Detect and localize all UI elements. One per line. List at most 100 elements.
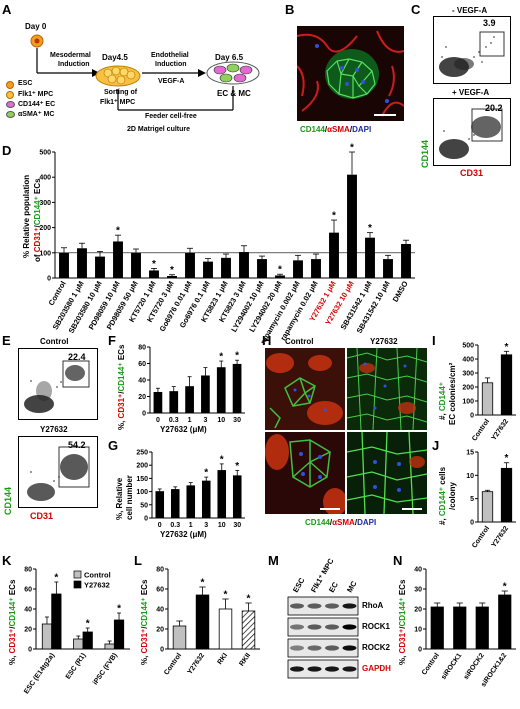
- caption-cd144: CD144: [305, 518, 330, 527]
- y-tick-label: 80: [156, 567, 164, 574]
- x-tick-label: Control: [471, 525, 491, 549]
- bar: [257, 259, 267, 278]
- y-tick-label: 40: [414, 567, 422, 574]
- significance-star: *: [503, 582, 507, 593]
- blot-row-label: GAPDH: [362, 664, 391, 673]
- bar: [498, 594, 512, 650]
- bar: [155, 491, 165, 519]
- x-tick-label: 30: [233, 522, 241, 529]
- panel-h-caption: CD144/αSMA/DAPI: [305, 518, 376, 527]
- y-tick-label: 0: [144, 516, 148, 523]
- panel-label-a: A: [2, 2, 12, 17]
- x-tick-label: siROCK1: [440, 652, 463, 681]
- bar: [430, 606, 444, 650]
- x-tick-label: Y27632: [491, 418, 511, 442]
- caption-slash: /: [329, 518, 333, 527]
- blot-strip: [287, 659, 359, 679]
- bar: [500, 467, 513, 523]
- panel-i-bar-chart: 0 100 200 300 400 500 Control * Y27632: [462, 342, 516, 443]
- panel-e-treated-label: Y27632: [40, 425, 68, 434]
- panel-g-bar-chart: 0 50 100 150 200 250 0 0.3 1 * 3 * 10 * 30: [136, 450, 245, 529]
- bar: [170, 489, 180, 519]
- bar: [113, 619, 125, 650]
- bar: [275, 275, 285, 278]
- y-tick-label: 40: [138, 378, 146, 385]
- blot-band: [325, 666, 339, 672]
- facs-plot-plus-vegfa: [433, 98, 511, 166]
- y-tick-label: 0: [142, 411, 146, 418]
- blot-band: [290, 666, 304, 672]
- y-tick-label: 0: [160, 647, 164, 654]
- sorting-label-1: Sorting of: [104, 89, 138, 96]
- y-tick-label: 300: [39, 200, 51, 207]
- bar: [383, 259, 393, 278]
- significance-star: *: [224, 590, 228, 601]
- panel-label-j: J: [432, 438, 440, 453]
- bar: [201, 375, 210, 414]
- y-tick-label: 100: [39, 250, 51, 257]
- bar: [51, 593, 62, 650]
- y-tick-label: 0: [47, 276, 51, 283]
- bar: [195, 594, 210, 650]
- y-tick-label: 100: [462, 399, 474, 406]
- bar: [216, 367, 226, 414]
- panel-b-caption: CD144/αSMA/DAPI: [300, 125, 371, 134]
- panel-g-ylabel-1: %, Relative: [115, 477, 124, 520]
- x-tick-label: Control: [421, 652, 441, 676]
- gate-value-control: 22.4: [68, 352, 86, 362]
- x-tick-label: 10: [218, 522, 226, 529]
- legend-mc: αSMA⁺ MC: [18, 111, 55, 118]
- blot-column-label: ESC: [291, 576, 307, 594]
- significance-star: *: [247, 594, 251, 605]
- panel-label-l: L: [134, 553, 142, 568]
- bar: [82, 631, 93, 650]
- legend-esc: ESC: [18, 80, 33, 87]
- significance-star: *: [201, 578, 205, 589]
- blot-strip: [287, 596, 359, 616]
- legend-label: Control: [84, 571, 111, 580]
- panel-b-micrograph: [297, 26, 404, 121]
- y-tick-label: 50: [140, 502, 148, 509]
- gate-value-minus-vegfa: 3.9: [483, 18, 496, 28]
- panel-label-g: G: [108, 438, 119, 453]
- blot-strip: [287, 638, 359, 658]
- y-tick-label: 500: [39, 150, 51, 157]
- sorting-label-2: Flk1⁺ MPC: [100, 99, 136, 106]
- panel-label-h: H: [262, 333, 272, 348]
- blot-band: [307, 666, 322, 672]
- ec-legend-icon: [6, 101, 15, 108]
- f-ylabel-cd31: CD31⁺: [117, 393, 126, 419]
- significance-star: *: [350, 143, 354, 154]
- significance-star: *: [278, 265, 282, 276]
- bar: [401, 243, 411, 278]
- bar: [185, 252, 195, 278]
- x-tick-label: 0.3: [169, 417, 179, 424]
- facs-plot-y27632: [18, 436, 98, 508]
- y-tick-label: 250: [136, 450, 148, 457]
- blot-row-label: ROCK2: [362, 643, 391, 652]
- panel-label-f: F: [108, 333, 116, 348]
- blot-band: [325, 624, 339, 630]
- significance-star: *: [368, 223, 372, 234]
- blot-band: [342, 624, 357, 630]
- bar: [311, 259, 321, 278]
- panel-label-n: N: [393, 553, 403, 568]
- bar: [77, 248, 87, 278]
- y-tick-label: 100: [136, 489, 148, 496]
- y-tick-label: 40: [24, 607, 32, 614]
- caption-dapi: DAPI: [357, 518, 377, 527]
- legend-ec: CD144⁺ EC: [18, 101, 56, 108]
- caption-asma: αSMA: [332, 518, 355, 527]
- blot-strip: [287, 617, 359, 637]
- significance-star: *: [332, 211, 336, 222]
- bar: [186, 485, 196, 519]
- panel-e-control-label: Control: [40, 337, 69, 346]
- panel-l-bar-chart: 0 20 40 60 80 Control * Y27632 * RKI * RKII: [156, 567, 260, 677]
- bar: [293, 260, 303, 278]
- bar: [347, 174, 357, 278]
- panel-label-b: B: [285, 2, 295, 17]
- y-tick-label: 200: [136, 463, 148, 470]
- panel-label-e: E: [2, 333, 11, 348]
- y-tick-label: 20: [24, 627, 32, 634]
